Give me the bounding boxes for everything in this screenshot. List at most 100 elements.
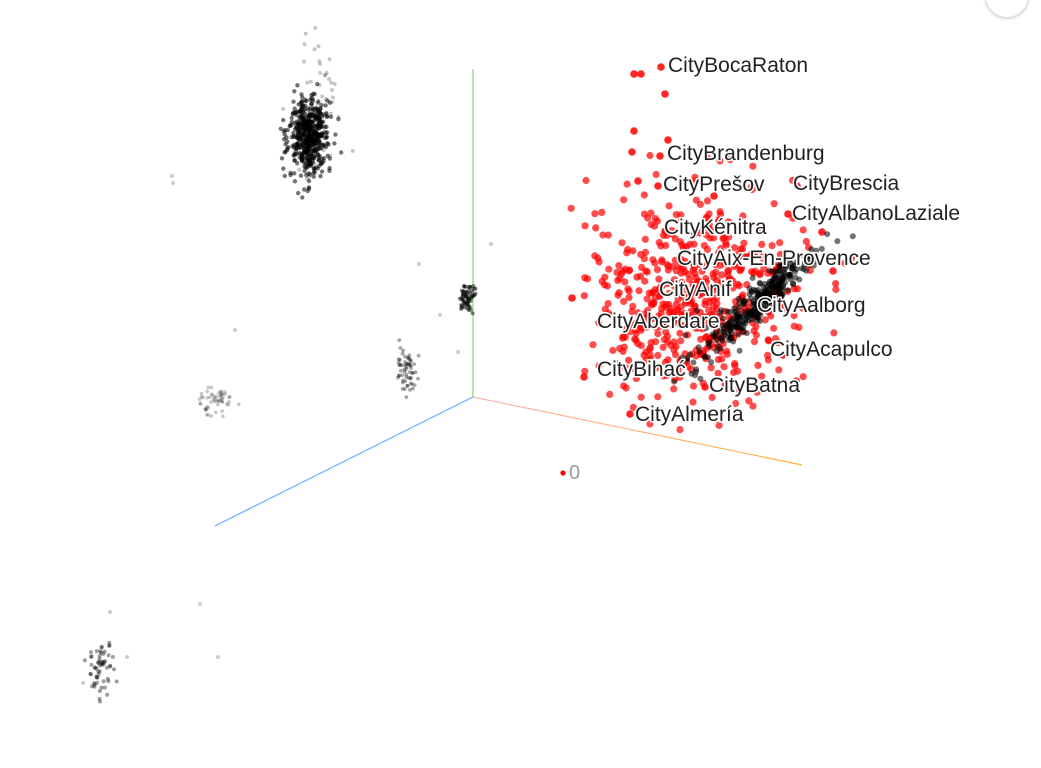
embedding-point[interactable]: [396, 360, 401, 365]
selected-point[interactable]: [601, 305, 609, 313]
embedding-point[interactable]: [308, 79, 313, 84]
selected-point[interactable]: [598, 277, 606, 285]
embedding-point[interactable]: [304, 125, 309, 130]
embedding-point[interactable]: [724, 308, 731, 315]
selected-point[interactable]: [618, 239, 626, 247]
embedding-point[interactable]: [417, 262, 421, 266]
embedding-point[interactable]: [311, 170, 316, 175]
embedding-point[interactable]: [317, 120, 322, 125]
selected-point[interactable]: [622, 325, 630, 333]
embedding-point[interactable]: [336, 114, 341, 119]
embedding-point[interactable]: [747, 311, 754, 318]
embedding-point[interactable]: [97, 659, 102, 664]
embedding-point[interactable]: [406, 361, 410, 366]
embedding-point[interactable]: [318, 162, 323, 166]
selected-point[interactable]: [761, 316, 769, 324]
point-label[interactable]: CityAnif: [658, 277, 734, 303]
selected-point[interactable]: [632, 330, 640, 338]
embedding-point[interactable]: [319, 161, 324, 166]
embedding-point[interactable]: [107, 640, 112, 645]
embedding-point[interactable]: [218, 389, 222, 394]
embedding-point[interactable]: [284, 135, 289, 140]
point-label[interactable]: CityPrešov: [662, 172, 767, 198]
embedding-point[interactable]: [108, 663, 113, 668]
embedding-point[interactable]: [212, 395, 217, 400]
embedding-point[interactable]: [695, 344, 702, 351]
selected-point[interactable]: [740, 239, 748, 247]
embedding-point[interactable]: [302, 59, 306, 64]
selected-point[interactable]: [670, 282, 678, 290]
embedding-point[interactable]: [682, 332, 689, 339]
selected-point[interactable]: [685, 275, 694, 283]
embedding-point[interactable]: [407, 362, 412, 366]
embedding-point[interactable]: [298, 107, 304, 112]
embedding-point[interactable]: [100, 659, 104, 664]
selected-point[interactable]: [720, 363, 728, 371]
selected-point[interactable]: [680, 322, 688, 330]
embedding-point[interactable]: [797, 252, 804, 258]
embedding-point[interactable]: [328, 114, 334, 120]
selected-point[interactable]: [710, 286, 718, 294]
embedding-point[interactable]: [333, 132, 338, 137]
point-label[interactable]: CityAlmería: [634, 402, 746, 428]
embedding-point[interactable]: [746, 291, 753, 297]
embedding-point[interactable]: [465, 302, 470, 307]
embedding-point[interactable]: [755, 306, 762, 312]
selected-point[interactable]: [710, 192, 718, 200]
embedding-point[interactable]: [398, 346, 403, 350]
embedding-point[interactable]: [288, 170, 293, 176]
selected-point[interactable]: [692, 177, 700, 185]
embedding-point[interactable]: [313, 148, 318, 153]
selected-point[interactable]: [654, 330, 662, 338]
selected-point[interactable]: [799, 226, 807, 234]
embedding-point[interactable]: [396, 357, 401, 362]
selected-point[interactable]: [626, 410, 634, 418]
selected-point[interactable]: [738, 264, 746, 272]
embedding-point[interactable]: [304, 98, 309, 104]
embedding-point[interactable]: [94, 649, 99, 654]
embedding-point[interactable]: [400, 373, 405, 378]
selected-point[interactable]: [784, 210, 792, 218]
selected-point[interactable]: [771, 335, 780, 343]
embedding-point[interactable]: [208, 395, 212, 400]
selected-point[interactable]: [739, 212, 747, 220]
embedding-point[interactable]: [228, 395, 232, 399]
embedding-point[interactable]: [315, 81, 320, 87]
embedding-point[interactable]: [93, 665, 98, 670]
embedding-point[interactable]: [310, 122, 316, 127]
embedding-point[interactable]: [416, 376, 420, 381]
embedding-point[interactable]: [301, 103, 306, 109]
embedding-point[interactable]: [772, 273, 779, 280]
selected-point[interactable]: [637, 342, 645, 350]
point-label[interactable]: CityAberdare: [596, 309, 722, 335]
selected-point[interactable]: [832, 280, 840, 288]
selected-point[interactable]: [676, 329, 684, 337]
point-label[interactable]: CityAalborg: [756, 293, 868, 319]
selected-point[interactable]: [750, 338, 759, 346]
embedding-point[interactable]: [170, 174, 174, 178]
selected-point[interactable]: [732, 399, 740, 408]
embedding-point[interactable]: [402, 363, 406, 368]
embedding-point[interactable]: [205, 404, 210, 409]
embedding-point[interactable]: [302, 187, 307, 192]
selected-point[interactable]: [637, 70, 645, 78]
embedding-point[interactable]: [328, 153, 333, 158]
selected-point[interactable]: [620, 382, 628, 390]
embedding-point[interactable]: [769, 296, 776, 303]
selected-point[interactable]: [680, 291, 688, 299]
selected-point[interactable]: [754, 361, 762, 369]
selected-point[interactable]: [747, 183, 755, 191]
embedding-point[interactable]: [106, 653, 111, 658]
selected-point[interactable]: [848, 254, 856, 262]
embedding-point[interactable]: [217, 399, 222, 404]
selected-point[interactable]: [749, 402, 757, 410]
embedding-point[interactable]: [785, 287, 791, 294]
embedding-point[interactable]: [107, 643, 112, 648]
embedding-point[interactable]: [779, 278, 785, 284]
embedding-point[interactable]: [412, 383, 417, 387]
embedding-point[interactable]: [92, 682, 97, 687]
selected-point[interactable]: [625, 293, 633, 301]
embedding-point[interactable]: [810, 262, 817, 269]
selected-point[interactable]: [637, 393, 645, 401]
